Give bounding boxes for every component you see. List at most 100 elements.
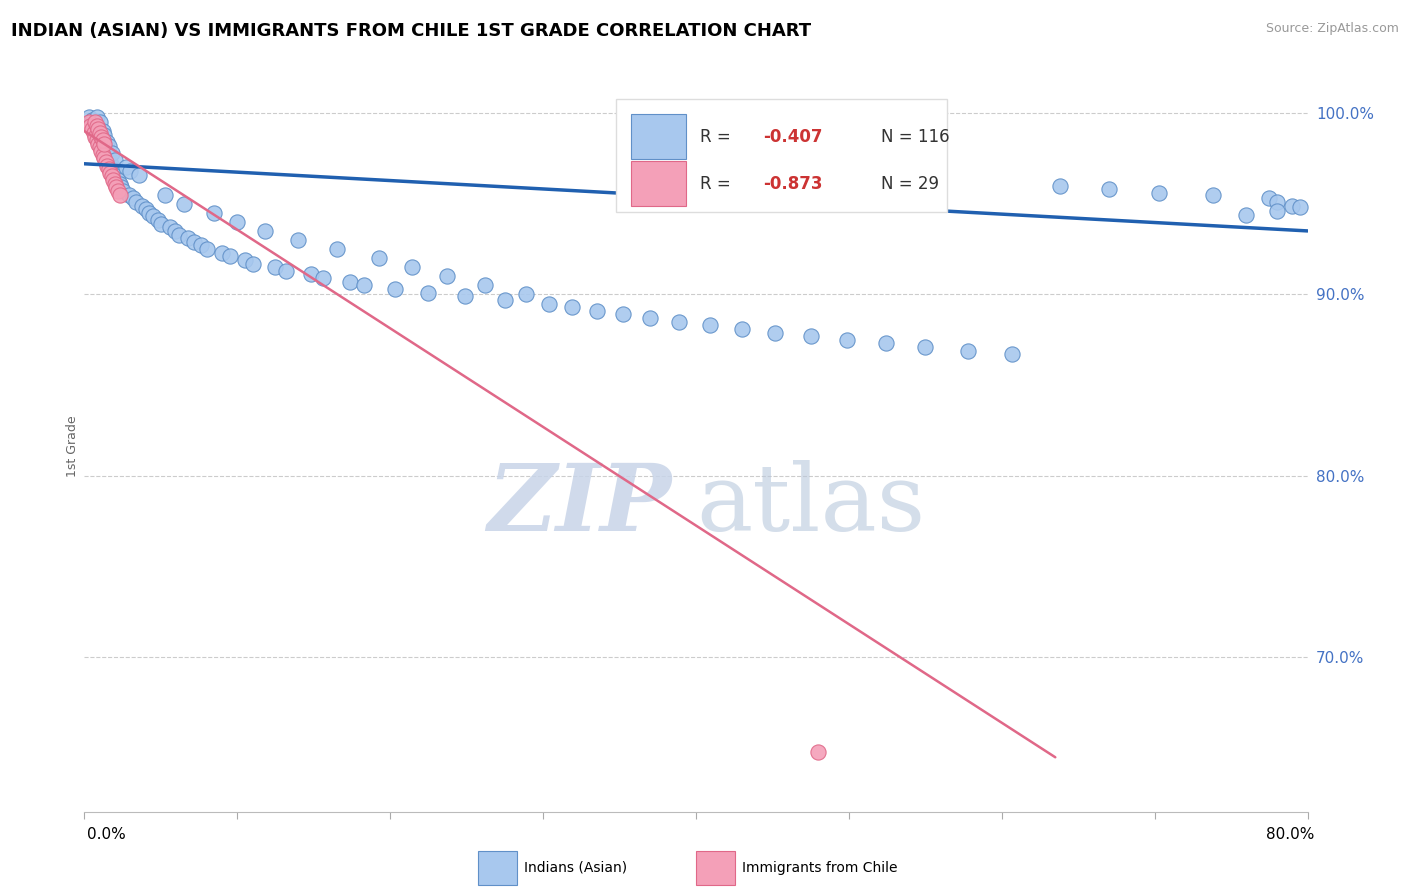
Point <box>111 184 134 198</box>
Point <box>312 271 335 285</box>
Point <box>384 282 406 296</box>
Point <box>264 260 287 275</box>
Point <box>90 144 112 158</box>
Point <box>163 224 186 238</box>
Point <box>87 122 110 136</box>
Point <box>118 187 141 202</box>
Point <box>202 206 225 220</box>
Point <box>561 300 583 314</box>
Point <box>110 180 132 194</box>
Text: 0.0%: 0.0% <box>87 827 127 841</box>
Point <box>93 136 115 151</box>
Point <box>131 198 153 212</box>
Point <box>1202 187 1225 202</box>
Point <box>104 166 127 180</box>
Point <box>91 124 114 138</box>
Point <box>79 119 101 133</box>
Point <box>218 249 240 263</box>
Point <box>91 147 114 161</box>
Point <box>800 329 823 343</box>
Point <box>957 343 980 358</box>
Text: Immigrants from Chile: Immigrants from Chile <box>742 861 898 875</box>
Point <box>97 162 120 177</box>
Point <box>80 122 103 136</box>
Point <box>122 191 145 205</box>
Point <box>233 252 256 267</box>
Point <box>211 245 233 260</box>
Point <box>765 326 787 340</box>
Point <box>107 184 129 198</box>
Point <box>1265 204 1288 219</box>
Point <box>454 289 477 303</box>
Point <box>101 145 124 160</box>
Point <box>195 242 218 256</box>
Point <box>276 264 298 278</box>
Point <box>103 173 125 187</box>
Point <box>114 161 136 175</box>
Text: N = 116: N = 116 <box>880 128 949 145</box>
Point <box>474 278 496 293</box>
Point <box>93 128 115 142</box>
Text: INDIAN (ASIAN) VS IMMIGRANTS FROM CHILE 1ST GRADE CORRELATION CHART: INDIAN (ASIAN) VS IMMIGRANTS FROM CHILE … <box>11 22 811 40</box>
FancyBboxPatch shape <box>631 161 686 206</box>
Point <box>87 126 110 140</box>
Text: R =: R = <box>700 128 735 145</box>
Point <box>83 126 105 140</box>
Point <box>299 268 322 282</box>
Text: ZIP: ZIP <box>488 459 672 549</box>
Point <box>103 162 125 177</box>
Point <box>585 303 607 318</box>
Point <box>699 318 721 333</box>
Point <box>515 287 537 301</box>
Point <box>135 202 157 216</box>
Point <box>83 117 105 131</box>
Point <box>77 110 100 124</box>
Point <box>94 155 117 169</box>
Point <box>1281 198 1303 212</box>
Point <box>91 136 114 151</box>
Point <box>87 136 110 151</box>
Point <box>155 187 177 202</box>
Point <box>1258 191 1281 205</box>
Point <box>108 177 131 191</box>
Point <box>97 151 120 165</box>
Point <box>107 173 129 187</box>
Point <box>90 133 112 147</box>
Point <box>173 196 195 211</box>
Point <box>84 129 107 144</box>
Point <box>93 151 115 165</box>
Point <box>94 144 117 158</box>
FancyBboxPatch shape <box>631 114 686 160</box>
Point <box>159 220 181 235</box>
Point <box>104 153 127 168</box>
Point <box>125 194 148 209</box>
Point <box>177 231 200 245</box>
Point <box>242 257 264 271</box>
Point <box>101 159 124 173</box>
Text: Indians (Asian): Indians (Asian) <box>524 861 627 875</box>
Point <box>108 187 131 202</box>
Text: atlas: atlas <box>696 459 925 549</box>
Point <box>807 745 830 759</box>
Point <box>1236 208 1258 222</box>
Point <box>167 227 190 242</box>
Point <box>84 119 107 133</box>
Point <box>89 129 111 144</box>
Point <box>84 115 107 129</box>
Point <box>104 177 127 191</box>
FancyBboxPatch shape <box>616 99 946 212</box>
Text: N = 29: N = 29 <box>880 175 939 194</box>
Y-axis label: 1st Grade: 1st Grade <box>66 415 79 477</box>
Point <box>253 224 276 238</box>
Point <box>86 122 108 136</box>
Point <box>98 155 121 169</box>
Point <box>287 233 309 247</box>
Point <box>538 296 561 310</box>
Point <box>86 133 108 147</box>
Point <box>368 251 391 265</box>
Point <box>1265 194 1288 209</box>
Point <box>146 213 169 227</box>
Point <box>96 147 118 161</box>
Point <box>436 269 458 284</box>
Point <box>91 133 114 147</box>
